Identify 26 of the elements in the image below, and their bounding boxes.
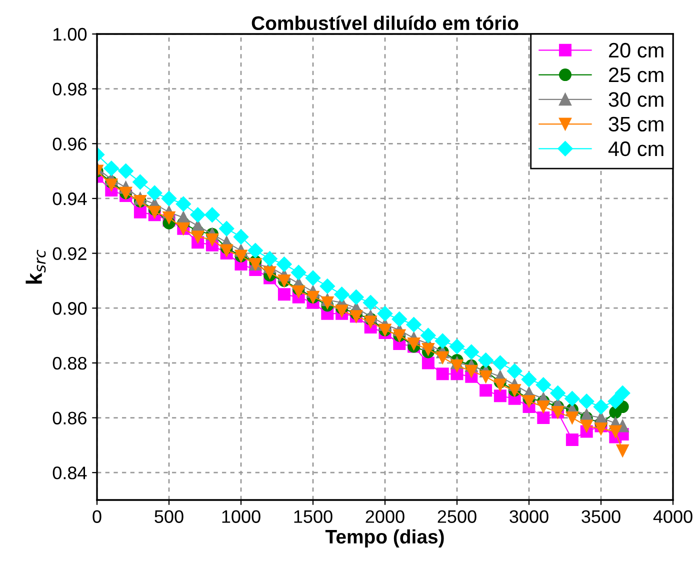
y-axis-title: k$_{src}$ [26,250,46,284]
legend-label: 25 cm [608,68,664,82]
legend-label: 40 cm [608,141,664,156]
y-tick-label: 0.92 [52,247,86,260]
x-tick-label: 1000 [222,510,260,523]
y-tick-label: 0.86 [52,412,86,424]
y-tick-label: 1.00 [54,28,87,41]
legend-label: 35 cm [608,116,664,132]
y-tick-label: 0.90 [52,302,87,315]
x-tick-label: 4000 [653,510,692,523]
chart-title: Combustível diluído em tório [252,16,518,30]
x-tick-label: 2500 [438,510,476,523]
y-tick-label: 0.84 [52,466,87,480]
legend-label: 20 cm [608,42,664,58]
x-tick-label: 500 [154,510,184,523]
x-tick-label: 0 [92,510,102,523]
x-tick-label: 2000 [366,510,404,523]
y-tick-label: 0.94 [52,192,87,206]
x-tick-label: 3500 [582,510,620,523]
y-tick-label: 0.88 [52,356,86,370]
y-tick-label: 0.96 [52,138,86,150]
x-tick-label: 3000 [510,510,548,523]
legend-label: 30 cm [608,92,664,107]
x-tick-label: 1500 [294,510,332,523]
y-tick-label: 0.98 [52,82,86,96]
x-axis-title: Tempo (dias) [325,529,444,548]
